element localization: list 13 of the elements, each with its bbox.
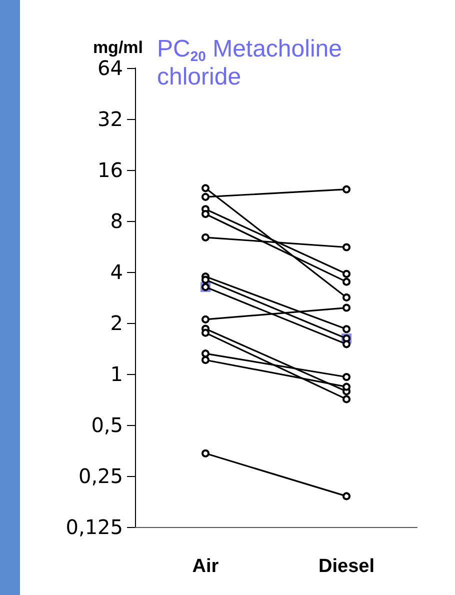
y-tick-label: 1 [110,362,123,386]
y-axis-title: mg/ml [92,38,143,57]
y-tick-label: 16 [98,158,123,182]
x-tick-label: Air [192,556,220,577]
y-tick-label: 0,25 [78,464,123,488]
y-tick-label: 0,5 [91,413,123,437]
y-tick-label: 32 [98,107,123,131]
y-tick-label: 8 [110,209,123,233]
y-tick-label: 0,125 [66,515,123,539]
y-tick-label: 64 [98,56,123,80]
y-tick-label: 2 [110,311,123,335]
x-tick-label: Diesel [318,556,374,577]
y-tick-label: 4 [110,260,123,284]
